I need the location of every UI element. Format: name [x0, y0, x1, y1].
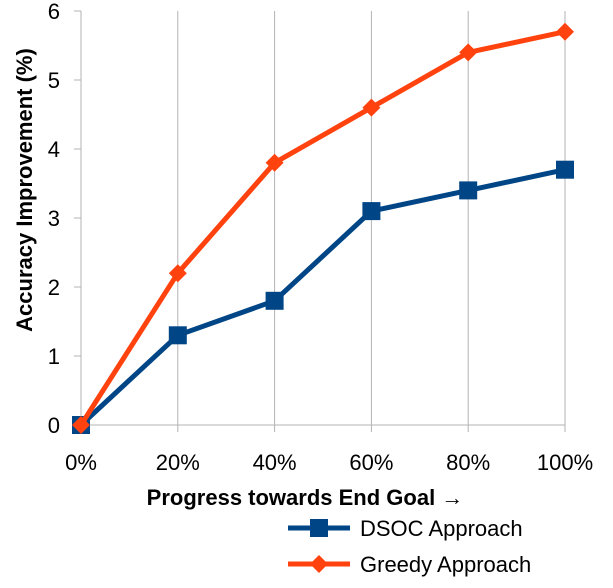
x-tick-label: 0% [65, 450, 97, 475]
data-point-greedy [168, 264, 187, 283]
data-point-dsoc [265, 291, 284, 310]
x-tick-label: 80% [446, 450, 490, 475]
y-axis-title: Accuracy Improvement (%) [12, 48, 37, 332]
legend-label-dsoc: DSOC Approach [360, 516, 523, 541]
data-point-greedy [362, 98, 381, 117]
legend-marker-greedy [310, 555, 328, 573]
y-tick-label: 3 [48, 206, 60, 231]
axes [74, 10, 566, 432]
legend: DSOC Approach Greedy Approach [288, 516, 531, 577]
y-tick-label: 6 [48, 0, 60, 24]
y-tick-label: 0 [48, 413, 60, 438]
series-line-dsoc [79, 167, 566, 427]
x-tick-label: 40% [253, 450, 297, 475]
y-tick-label: 2 [48, 275, 60, 300]
x-tick-label: 100% [537, 450, 593, 475]
data-point-greedy [72, 416, 90, 434]
data-point-greedy [265, 153, 284, 172]
x-tick-label: 60% [349, 450, 393, 475]
y-tick-label: 4 [48, 137, 60, 162]
data-point-dsoc [556, 160, 574, 179]
data-point-dsoc [362, 202, 381, 221]
y-tick-label: 5 [48, 68, 60, 93]
x-axis-title: Progress towards End Goal → [147, 485, 464, 510]
data-point-greedy [556, 22, 574, 41]
series-dsoc [72, 160, 574, 434]
y-tick-label: 1 [48, 344, 60, 369]
series-greedy [72, 22, 574, 434]
legend-item-greedy: Greedy Approach [288, 552, 531, 577]
x-tick-label: 20% [156, 450, 200, 475]
legend-marker-dsoc [310, 519, 328, 537]
legend-label-greedy: Greedy Approach [360, 552, 531, 577]
data-point-dsoc [168, 326, 187, 345]
series-layer [72, 22, 574, 434]
data-point-dsoc [459, 181, 478, 200]
y-tick-labels: 0 1 2 3 4 5 6 [48, 0, 60, 438]
data-point-greedy [459, 43, 478, 62]
series-line-greedy [78, 29, 566, 427]
x-tick-labels: 0% 20% 40% 60% 80% 100% [65, 450, 593, 475]
legend-item-dsoc: DSOC Approach [288, 516, 523, 541]
